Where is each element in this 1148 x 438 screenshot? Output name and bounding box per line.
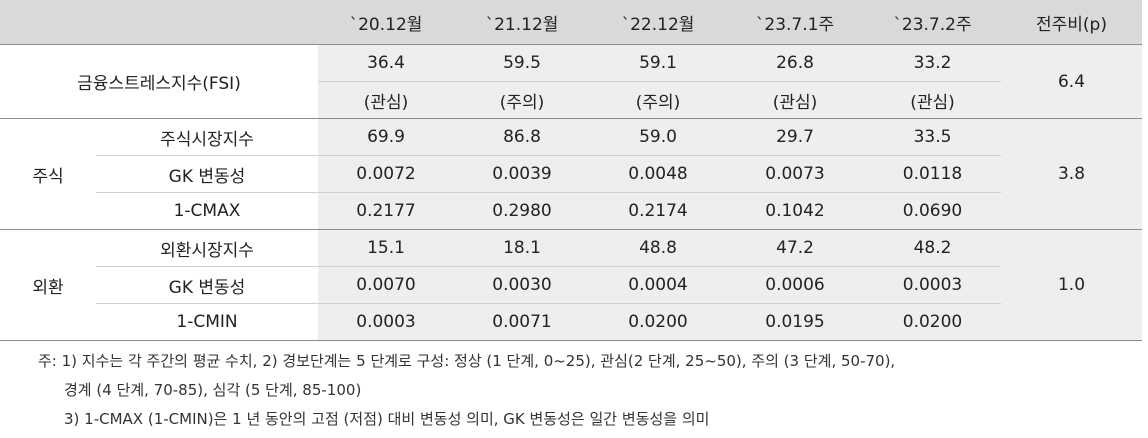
stock-category: 주식 bbox=[0, 118, 96, 230]
fsi-diff: 6.4 bbox=[1001, 44, 1142, 119]
table-cell: 86.8 bbox=[454, 118, 590, 156]
row-label: GK 변동성 bbox=[96, 155, 318, 193]
footnotes: 주: 1) 지수는 각 주간의 평균 수치, 2) 경보단계는 5 단계로 구성… bbox=[38, 347, 895, 434]
table-cell: (관심) bbox=[726, 81, 864, 119]
table-cell: 0.0118 bbox=[864, 155, 1001, 193]
header-cell: `23.7.2주 bbox=[864, 0, 1001, 45]
table-cell: 29.7 bbox=[726, 118, 864, 156]
table-cell: 48.2 bbox=[864, 229, 1001, 267]
table-cell: 0.0048 bbox=[590, 155, 726, 193]
table-cell: 59.1 bbox=[590, 44, 726, 82]
table-cell: 33.2 bbox=[864, 44, 1001, 82]
table-cell: 0.0070 bbox=[318, 266, 454, 304]
table-row-stock-index: 주식 주식시장지수 69.9 86.8 59.0 29.7 33.5 3.8 bbox=[0, 118, 1142, 230]
header-blank bbox=[0, 0, 318, 45]
header-cell: `22.12월 bbox=[590, 0, 726, 45]
table-cell: 0.2174 bbox=[590, 192, 726, 230]
fx-diff: 1.0 bbox=[1001, 229, 1142, 341]
table-cell: 33.5 bbox=[864, 118, 1001, 156]
fx-category: 외환 bbox=[0, 229, 96, 341]
footnote-line: 경계 (4 단계, 70-85), 심각 (5 단계, 85-100) bbox=[64, 381, 362, 399]
header-cell: 전주비(p) bbox=[1001, 0, 1142, 45]
table-cell: 15.1 bbox=[318, 229, 454, 267]
table-cell: 0.0200 bbox=[590, 303, 726, 341]
table-cell: 0.0073 bbox=[726, 155, 864, 193]
row-label: 1-CMAX bbox=[96, 192, 318, 230]
table-cell: 0.0030 bbox=[454, 266, 590, 304]
table-cell: (주의) bbox=[454, 81, 590, 119]
row-label: 1-CMIN bbox=[96, 303, 318, 341]
table-cell: (주의) bbox=[590, 81, 726, 119]
table-cell: 59.0 bbox=[590, 118, 726, 156]
table-cell: 0.0200 bbox=[864, 303, 1001, 341]
table-cell: 0.2177 bbox=[318, 192, 454, 230]
table-cell: 0.2980 bbox=[454, 192, 590, 230]
stock-diff: 3.8 bbox=[1001, 118, 1142, 230]
table-cell: 0.0039 bbox=[454, 155, 590, 193]
table-cell: 47.2 bbox=[726, 229, 864, 267]
row-label: 외환시장지수 bbox=[96, 229, 318, 267]
header-cell: `20.12월 bbox=[318, 0, 454, 45]
table-cell: 59.5 bbox=[454, 44, 590, 82]
footnote-line: 주: 1) 지수는 각 주간의 평균 수치, 2) 경보단계는 5 단계로 구성… bbox=[38, 352, 896, 370]
table-cell: 0.0006 bbox=[726, 266, 864, 304]
table-cell: 36.4 bbox=[318, 44, 454, 82]
table-row-fsi-values: 금융스트레스지수(FSI) 36.4 59.5 59.1 26.8 33.2 6… bbox=[0, 44, 1142, 119]
table-cell: (관심) bbox=[318, 81, 454, 119]
table-row-stock-gk: GK 변동성 0.0072 0.0039 0.0048 0.0073 0.011… bbox=[0, 155, 1142, 193]
header-cell: `23.7.1주 bbox=[726, 0, 864, 45]
table-cell: 18.1 bbox=[454, 229, 590, 267]
footnote-line: 3) 1-CMAX (1-CMIN)은 1 년 동안의 고점 (저점) 대비 변… bbox=[64, 410, 710, 428]
table-row-fx-cmin: 1-CMIN 0.0003 0.0071 0.0200 0.0195 0.020… bbox=[0, 303, 1142, 341]
table-cell: 0.0690 bbox=[864, 192, 1001, 230]
table-cell: 0.0195 bbox=[726, 303, 864, 341]
table-cell: 0.1042 bbox=[726, 192, 864, 230]
table-cell: 0.0003 bbox=[318, 303, 454, 341]
table-cell: 0.0004 bbox=[590, 266, 726, 304]
row-label: GK 변동성 bbox=[96, 266, 318, 304]
table-cell: 0.0003 bbox=[864, 266, 1001, 304]
row-label: 주식시장지수 bbox=[96, 118, 318, 156]
header-cell: `21.12월 bbox=[454, 0, 590, 45]
table-cell: 0.0071 bbox=[454, 303, 590, 341]
table-row-stock-cmax: 1-CMAX 0.2177 0.2980 0.2174 0.1042 0.069… bbox=[0, 192, 1142, 230]
fsi-label: 금융스트레스지수(FSI) bbox=[0, 44, 318, 119]
table-cell: 26.8 bbox=[726, 44, 864, 82]
table-cell: 0.0072 bbox=[318, 155, 454, 193]
fsi-table: `20.12월 `21.12월 `22.12월 `23.7.1주 `23.7.2… bbox=[0, 0, 1142, 341]
table-cell: (관심) bbox=[864, 81, 1001, 119]
table-cell: 48.8 bbox=[590, 229, 726, 267]
table-row-fx-gk: GK 변동성 0.0070 0.0030 0.0004 0.0006 0.000… bbox=[0, 266, 1142, 304]
table-cell: 69.9 bbox=[318, 118, 454, 156]
table-row-fsi-status: (관심) (주의) (주의) (관심) (관심) bbox=[0, 81, 1142, 119]
table-row-fx-index: 외환 외환시장지수 15.1 18.1 48.8 47.2 48.2 1.0 bbox=[0, 229, 1142, 341]
header-row: `20.12월 `21.12월 `22.12월 `23.7.1주 `23.7.2… bbox=[0, 0, 1142, 45]
